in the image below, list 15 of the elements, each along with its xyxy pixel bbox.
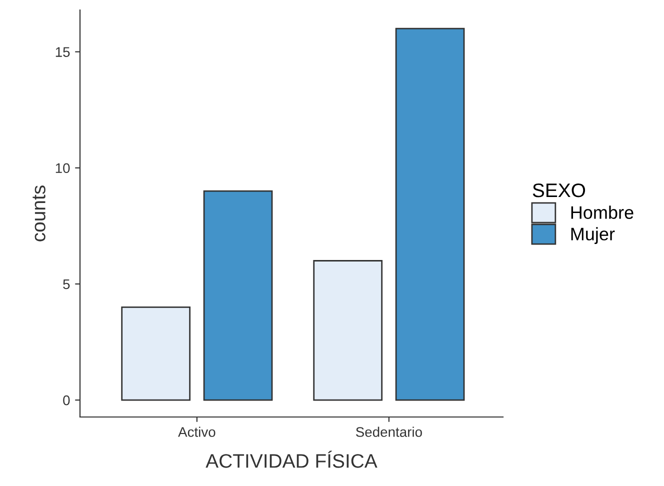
legend-label: Hombre (571, 206, 634, 219)
y-axis-title: counts (32, 186, 46, 242)
y-tick-label: 5 (63, 279, 70, 290)
x-tick-label: Activo (178, 426, 216, 437)
legend-title: SEXO (532, 183, 586, 198)
y-tick-label: 15 (56, 47, 70, 57)
x-tick-label: Sedentario (356, 426, 422, 437)
y-tick-label: 0 (63, 395, 70, 406)
bar (121, 306, 191, 401)
bar (395, 28, 465, 401)
bar (313, 260, 383, 401)
legend-label: Mujer (571, 227, 615, 244)
x-axis-title: ACTIVIDAD FÍSICA (206, 450, 378, 468)
bar (203, 190, 273, 401)
y-tick-label: 10 (56, 163, 70, 174)
